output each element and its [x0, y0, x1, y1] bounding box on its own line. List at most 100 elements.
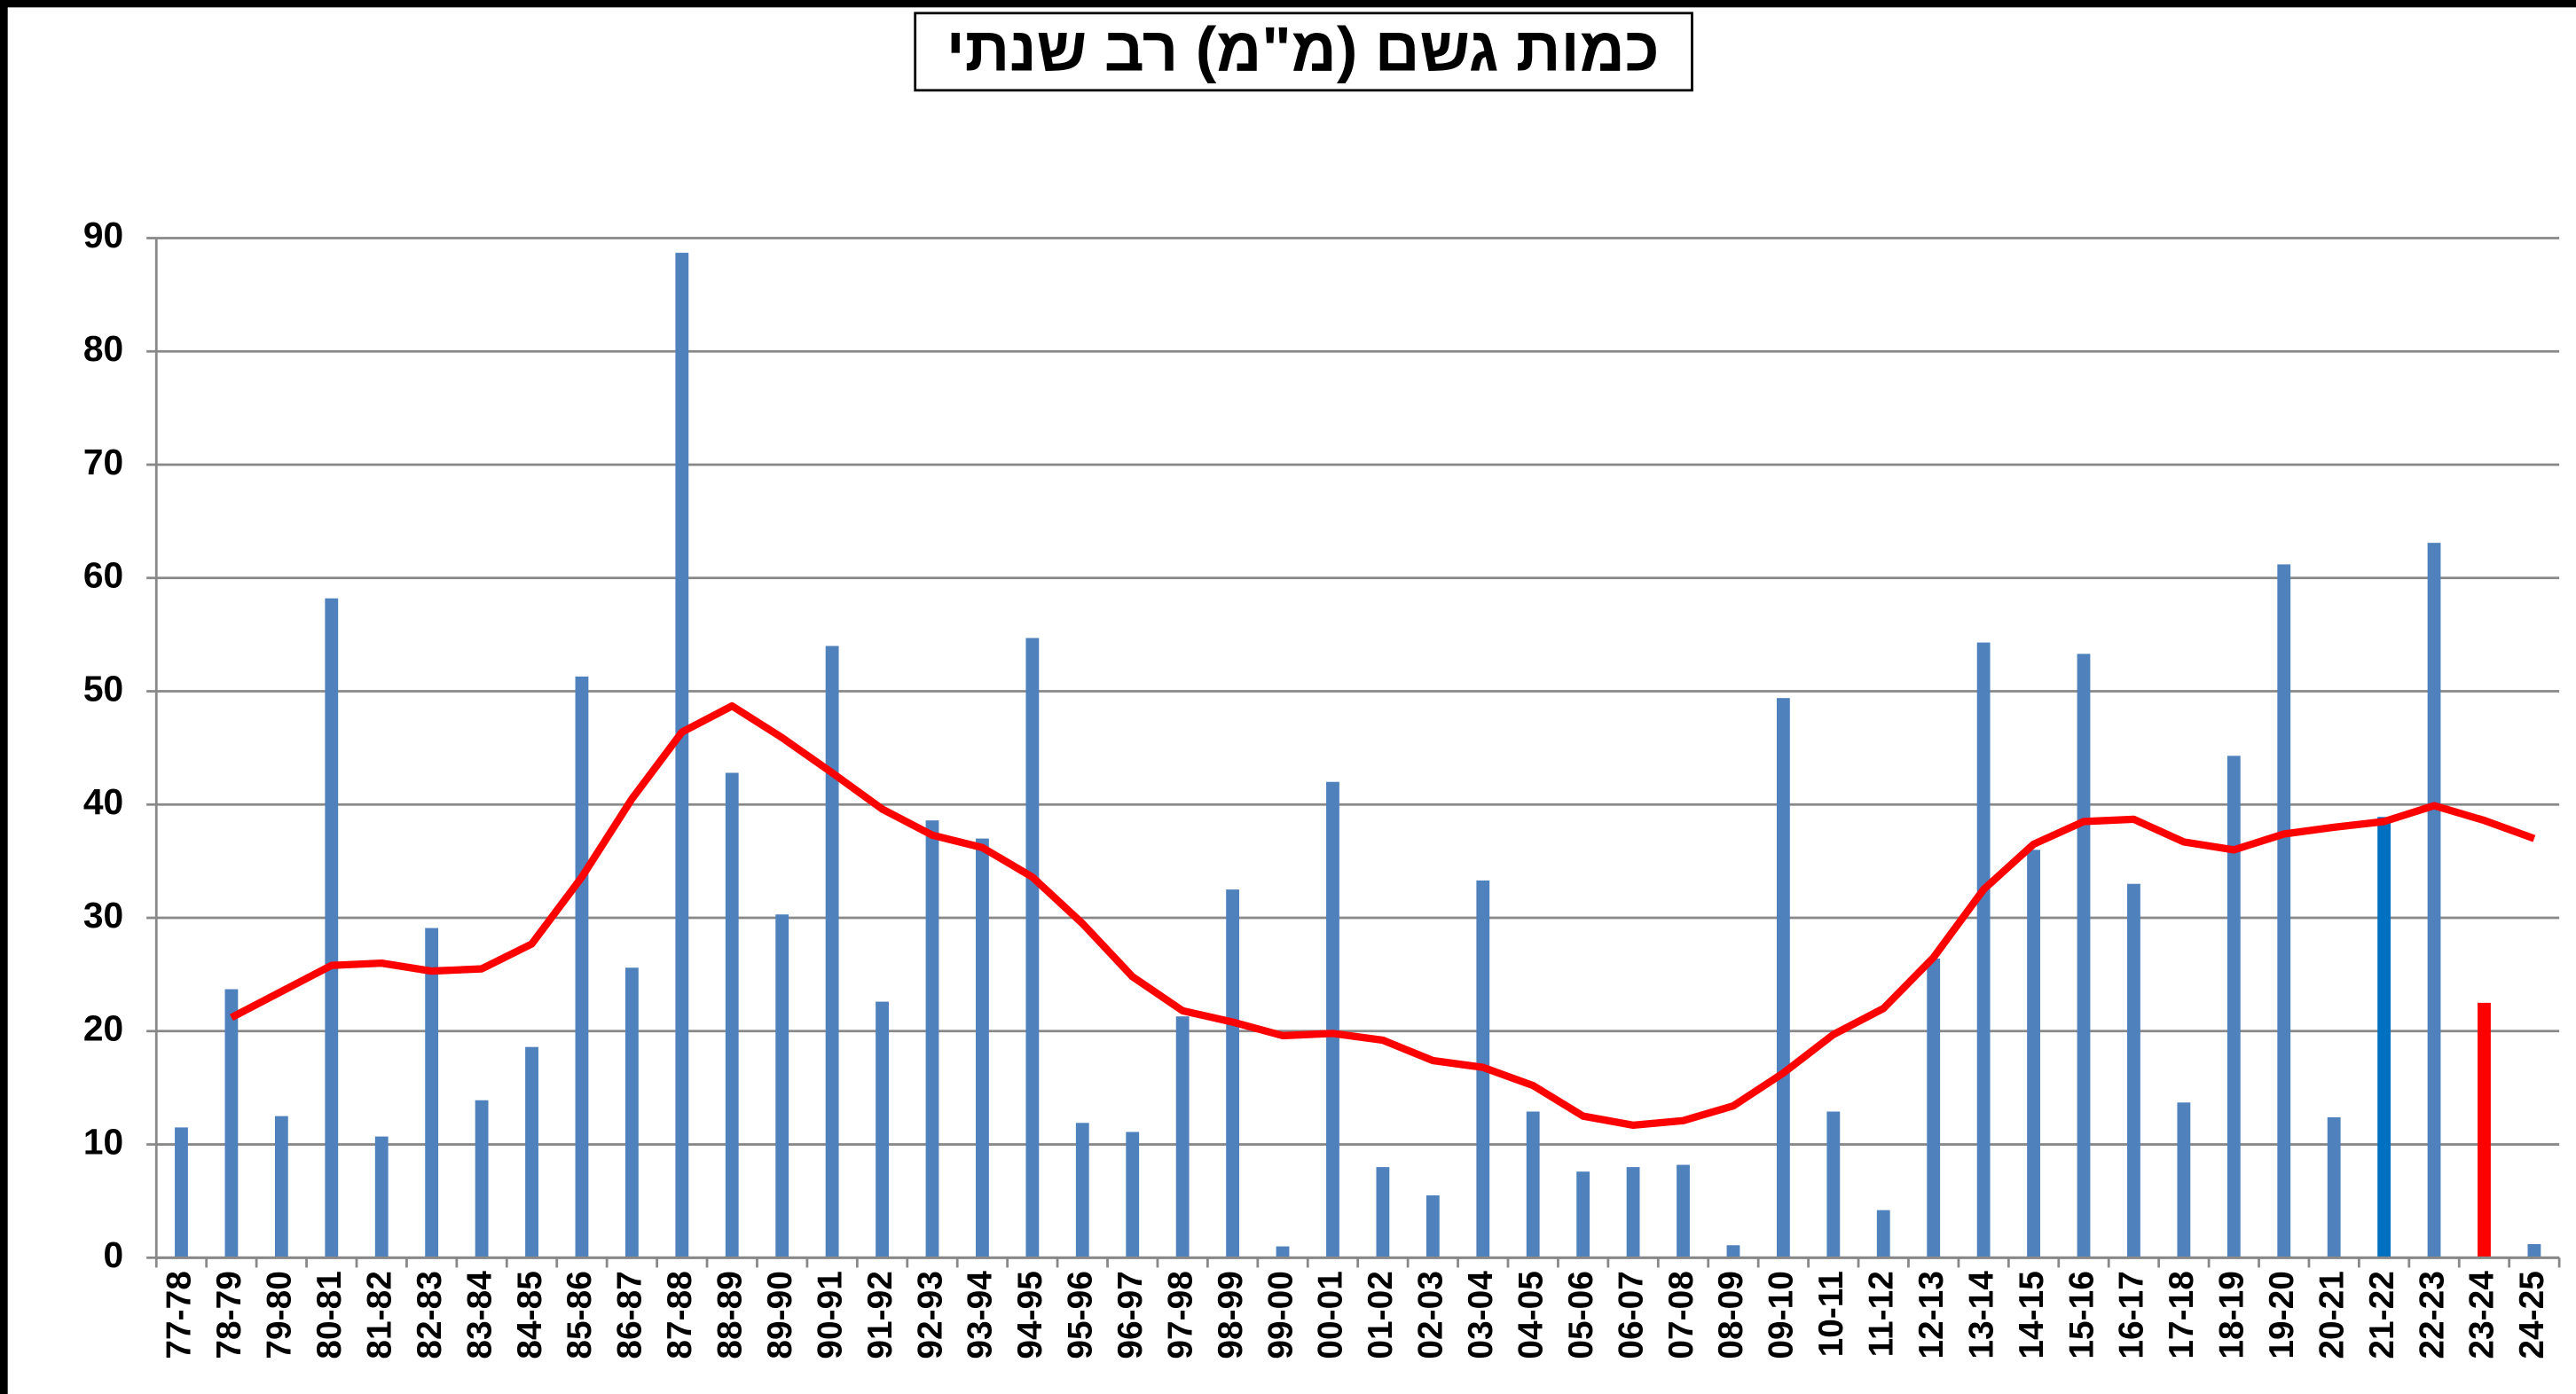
- bar: [976, 838, 989, 1258]
- bar: [325, 598, 339, 1258]
- bar: [1425, 1195, 1440, 1258]
- bar: [1226, 889, 1240, 1258]
- bar: [175, 1127, 188, 1258]
- x-tick-label: 94-95: [1011, 1271, 1049, 1359]
- bar: [624, 967, 639, 1258]
- bar: [1976, 642, 1991, 1258]
- x-tick-label: 12-13: [1912, 1271, 1951, 1359]
- x-tick-label: 92-93: [911, 1271, 949, 1359]
- bar: [274, 1116, 288, 1258]
- x-tick-label: 87-88: [661, 1271, 699, 1359]
- y-tick-label: 50: [83, 668, 123, 709]
- x-tick-label: 04-05: [1512, 1271, 1550, 1359]
- bar: [675, 253, 689, 1258]
- bar: [1776, 698, 1790, 1258]
- bar: [925, 820, 939, 1258]
- x-tick-label: 91-92: [861, 1271, 899, 1359]
- title-box: [914, 12, 1693, 92]
- bar: [1576, 1171, 1590, 1258]
- y-tick-label: 70: [83, 442, 123, 482]
- x-tick-label: 85-86: [561, 1271, 599, 1359]
- x-tick-label: 86-87: [611, 1271, 649, 1359]
- y-tick-label: 20: [83, 1008, 123, 1049]
- x-tick-label: 24-25: [2513, 1271, 2551, 1359]
- bar: [2427, 543, 2441, 1258]
- bar: [1075, 1123, 1089, 1258]
- y-tick-label: 90: [83, 215, 123, 255]
- y-tick-label: 0: [104, 1234, 124, 1275]
- bar: [1677, 1164, 1690, 1258]
- bar: [775, 914, 789, 1258]
- bar: [1526, 1111, 1540, 1258]
- x-tick-label: 80-81: [310, 1271, 349, 1359]
- bar: [725, 772, 739, 1258]
- x-tick-label: 93-94: [962, 1271, 1000, 1359]
- bar: [224, 989, 239, 1258]
- bar: [1175, 1016, 1190, 1258]
- x-tick-label: 96-97: [1111, 1271, 1150, 1359]
- x-tick-label: 78-79: [210, 1271, 248, 1359]
- x-tick-label: 18-19: [2213, 1271, 2251, 1359]
- x-tick-label: 13-14: [1962, 1271, 2000, 1359]
- x-tick-label: 06-07: [1612, 1271, 1650, 1359]
- bar: [2127, 883, 2140, 1258]
- x-tick-label: 89-90: [761, 1271, 799, 1359]
- x-tick-label: 21-22: [2363, 1271, 2401, 1359]
- x-tick-label: 97-98: [1161, 1271, 1199, 1359]
- bar: [374, 1136, 389, 1258]
- bar: [1826, 1111, 1841, 1258]
- bar: [1726, 1245, 1740, 1258]
- x-tick-label: 02-03: [1412, 1271, 1450, 1359]
- bar: [1025, 638, 1040, 1258]
- bar: [1376, 1167, 1390, 1258]
- x-tick-label: 90-91: [811, 1271, 849, 1359]
- chart-title: כמות גשם (מ"מ) רב שנתי: [946, 14, 1660, 84]
- x-tick-label: 00-01: [1312, 1271, 1350, 1359]
- bar: [2227, 756, 2241, 1258]
- x-tick-label: 23-24: [2463, 1271, 2501, 1359]
- x-tick-label: 08-09: [1712, 1271, 1750, 1359]
- y-tick-label: 80: [83, 328, 123, 369]
- bar: [2527, 1243, 2541, 1258]
- bar: [1326, 781, 1339, 1258]
- x-tick-label: 03-04: [1462, 1271, 1500, 1359]
- x-tick-label: 15-16: [2062, 1271, 2101, 1359]
- x-tick-label: 05-06: [1562, 1271, 1600, 1359]
- x-tick-label: 16-17: [2113, 1271, 2151, 1359]
- bar: [1927, 959, 1941, 1258]
- x-tick-label: 09-10: [1763, 1271, 1801, 1359]
- x-tick-label: 22-23: [2413, 1271, 2451, 1359]
- bar: [2327, 1116, 2341, 1258]
- y-tick-label: 30: [83, 895, 123, 936]
- x-tick-label: 99-00: [1261, 1271, 1300, 1359]
- bar: [2177, 1102, 2191, 1258]
- x-tick-label: 01-02: [1362, 1271, 1400, 1359]
- x-tick-label: 98-99: [1212, 1271, 1250, 1359]
- bar: [876, 1001, 889, 1258]
- bar: [2377, 817, 2391, 1258]
- x-tick-label: 14-15: [2013, 1271, 2051, 1359]
- bar: [525, 1046, 538, 1258]
- y-tick-label: 10: [83, 1121, 123, 1162]
- x-tick-label: 17-18: [2163, 1271, 2201, 1359]
- bar: [425, 928, 439, 1258]
- x-tick-label: 11-12: [1863, 1271, 1901, 1357]
- x-tick-label: 10-11: [1812, 1271, 1850, 1357]
- x-tick-label: 88-89: [711, 1271, 750, 1359]
- bar: [2077, 654, 2091, 1258]
- x-tick-label: 95-96: [1062, 1271, 1100, 1359]
- x-tick-label: 19-20: [2263, 1271, 2301, 1359]
- x-tick-label: 20-21: [2313, 1271, 2351, 1359]
- bar: [1876, 1210, 1890, 1258]
- bar: [825, 646, 839, 1258]
- bar: [2277, 564, 2291, 1258]
- y-tick-label: 60: [83, 555, 123, 596]
- y-tick-label: 40: [83, 781, 123, 822]
- x-tick-label: 84-85: [511, 1271, 549, 1359]
- bar: [475, 1100, 489, 1258]
- x-tick-label: 07-08: [1662, 1271, 1700, 1359]
- bar: [1276, 1246, 1290, 1258]
